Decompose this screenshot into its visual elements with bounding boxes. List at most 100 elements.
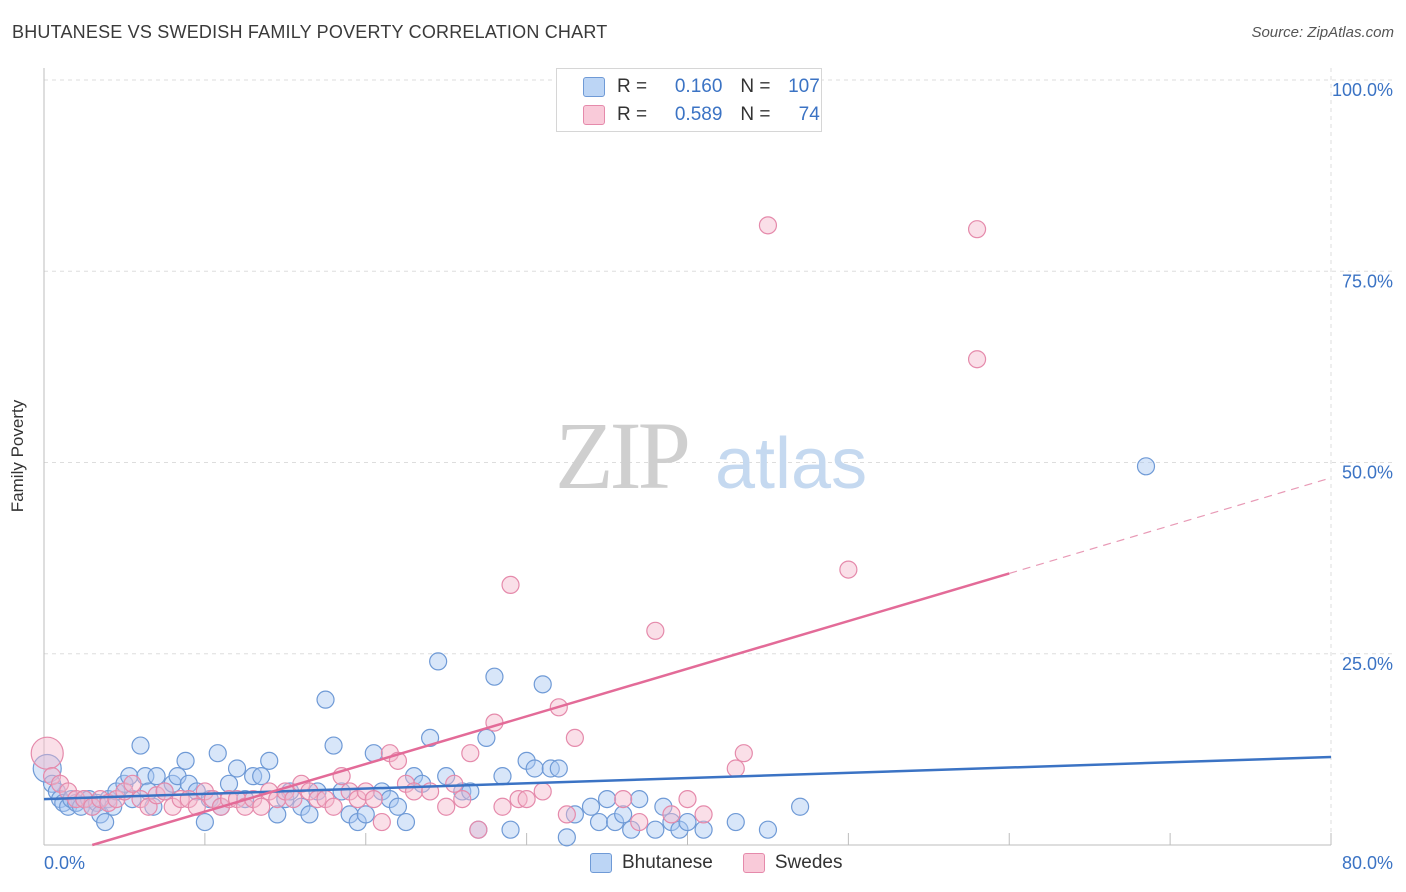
chart-source: Source: ZipAtlas.com [1251, 24, 1394, 41]
bhutanese-point [219, 774, 239, 793]
swedes-point [678, 789, 697, 809]
swedes-point [493, 797, 512, 816]
swedes-point [445, 774, 464, 793]
bhutanese-point [758, 820, 778, 839]
legend-row-bhutanese: R = 0.160 N = 107 [583, 75, 820, 99]
bhutanese-point [614, 805, 633, 824]
axes [43, 68, 1332, 846]
legend-swatch-pink [583, 105, 605, 125]
bhutanese-point [300, 805, 319, 824]
bhutanese-point [477, 728, 496, 748]
bhutanese-point [176, 751, 195, 770]
swedes-point [565, 728, 584, 748]
legend-r-value: 0.160 [674, 76, 723, 97]
bhutanese-point [147, 767, 166, 786]
bottom-legend-swedes: Swedes [742, 852, 843, 874]
trend-lines [43, 477, 1332, 847]
swedes-point [967, 350, 987, 369]
swedes-point [461, 744, 480, 763]
swedes-point [469, 820, 488, 839]
legend: R = 0.160 N = 107 R = 0.589 N = 74 [556, 68, 822, 132]
bhutanese-point [678, 812, 697, 832]
swedes-point [404, 782, 424, 801]
x-tick-label: 80.0% [1342, 853, 1393, 873]
legend-swatch-blue [583, 77, 605, 97]
bhutanese-point [557, 828, 576, 847]
bhutanese-point [356, 805, 375, 824]
legend-n-value: 74 [798, 104, 820, 125]
watermark: ZIP atlas [555, 402, 867, 509]
bhutanese-point [525, 759, 544, 778]
swedes-point [662, 805, 681, 824]
y-tick-label: 75.0% [1342, 271, 1393, 291]
bhutanese-point [396, 812, 416, 832]
bhutanese-point [646, 820, 665, 839]
y-tick-label: 50.0% [1342, 463, 1393, 483]
swedes-point [324, 797, 343, 816]
swedes-point [646, 621, 665, 640]
bhutanese-trend-line [43, 755, 1332, 801]
bhutanese-point [96, 812, 115, 832]
bhutanese-point [429, 652, 448, 671]
bhutanese-point [324, 736, 343, 755]
bhutanese-point [694, 820, 713, 839]
bhutanese-point [260, 751, 279, 770]
swedes-point [284, 789, 303, 809]
bottom-legend-swatch-blue [590, 853, 612, 873]
legend-r-label: R = [617, 104, 648, 125]
bottom-legend: Bhutanese Swedes [590, 852, 872, 874]
swedes-point [155, 782, 174, 801]
bhutanese-point [493, 767, 512, 786]
swedes-point [734, 744, 753, 763]
swedes-point [501, 575, 520, 595]
bhutanese-point [791, 797, 810, 816]
legend-row-swedes: R = 0.589 N = 74 [583, 103, 820, 127]
swedes-point [839, 560, 858, 579]
swedes-points [30, 216, 987, 839]
bottom-legend-label: Bhutanese [622, 852, 713, 873]
swedes-point [453, 789, 472, 809]
bhutanese-point [421, 728, 440, 748]
swedes-point [614, 789, 633, 809]
swedes-point [123, 774, 142, 793]
swedes-point [252, 797, 271, 816]
legend-n-label: N = [740, 104, 771, 125]
swedes-point [726, 759, 745, 778]
swedes-point [758, 216, 778, 235]
bhutanese-point [589, 812, 609, 832]
legend-n-value: 107 [788, 76, 820, 97]
bottom-legend-label: Swedes [774, 852, 843, 873]
bhutanese-point [208, 744, 227, 763]
y-tick-label: 100.0% [1332, 80, 1393, 100]
bhutanese-point [388, 797, 408, 816]
bhutanese-point [533, 675, 552, 694]
y-tick-label: 25.0% [1342, 654, 1393, 674]
swedes-trend-line [91, 572, 1010, 847]
legend-r-label: R = [617, 76, 648, 97]
bhutanese-point [581, 797, 601, 816]
x-tick-label: 0.0% [44, 853, 85, 873]
swedes-point [630, 812, 649, 832]
legend-n-label: N = [740, 76, 771, 97]
bottom-legend-bhutanese: Bhutanese [590, 852, 713, 874]
bhutanese-point [268, 805, 287, 824]
bhutanese-point [316, 690, 335, 709]
bhutanese-point [252, 767, 271, 786]
swedes-point [517, 789, 536, 809]
bhutanese-point [630, 789, 649, 809]
swedes-point [30, 736, 64, 770]
bhutanese-point [195, 812, 214, 832]
swedes-point [437, 797, 456, 816]
bhutanese-point [131, 736, 150, 755]
bhutanese-point [726, 812, 745, 832]
bhutanese-point [501, 820, 520, 839]
swedes-point [533, 782, 552, 801]
swedes-point [364, 789, 383, 809]
swedes-point [967, 220, 987, 239]
bottom-legend-swatch-pink [742, 853, 765, 873]
swedes-point [694, 805, 713, 824]
bhutanese-point [1136, 457, 1156, 476]
bhutanese-point [549, 759, 568, 778]
swedes-point [372, 812, 391, 832]
